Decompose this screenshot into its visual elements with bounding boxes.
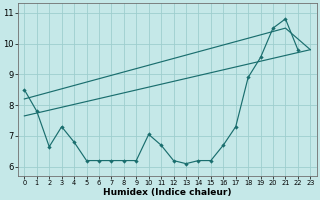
X-axis label: Humidex (Indice chaleur): Humidex (Indice chaleur) bbox=[103, 188, 232, 197]
